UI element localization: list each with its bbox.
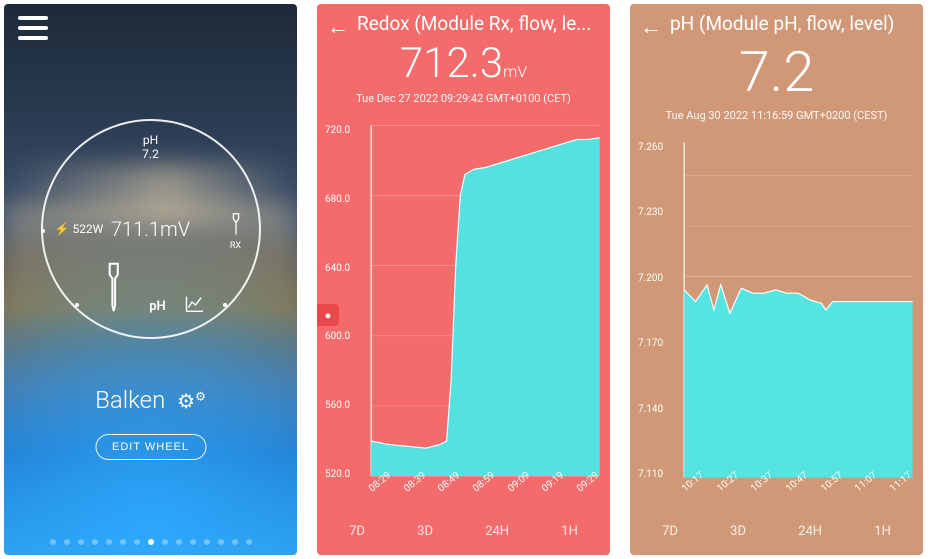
ph-chart-svg (638, 140, 915, 510)
ph-value: 7.2 (642, 39, 911, 105)
ph-y-axis: 7.2607.2307.2007.1707.1407.110 (638, 140, 678, 482)
redox-chart[interactable]: 720.0680.0640.0600.0560.0520.0 08:2908:3… (325, 123, 602, 510)
redox-value-number: 712.3 (400, 39, 503, 88)
range-tab-1h[interactable]: 1H (561, 524, 578, 539)
range-tab-24h[interactable]: 24H (485, 524, 509, 539)
ph-timestamp: Tue Aug 30 2022 11:16:59 GMT+0200 (CEST) (642, 109, 911, 122)
ph-chart[interactable]: 7.2607.2307.2007.1707.1407.110 10:1710:2… (638, 140, 915, 510)
redox-chart-svg (325, 123, 602, 510)
wheel-right[interactable]: RX (227, 212, 245, 252)
ph-range-tabs: 7D 3D 24H 1H (630, 510, 923, 555)
wheel-bottom[interactable]: pH (95, 261, 206, 315)
redox-timestamp: Tue Dec 27 2022 09:29:42 GMT+0100 (CET) (329, 92, 598, 105)
page-indicator[interactable] (50, 539, 252, 545)
redox-value-unit: mV (503, 62, 527, 81)
ph-header: ← pH (Module pH, flow, level) 7.2 Tue Au… (630, 4, 923, 132)
home-screen: pH 7.2 ⚡ 522W 711.1mV RX pH Balken (4, 4, 297, 555)
ph-x-axis: 10:1710:2710:3710:4710:5711:0711:17 (680, 486, 913, 510)
wheel-center-value: 711.1mV (111, 217, 190, 241)
edit-wheel-button[interactable]: EDIT WHEEL (95, 434, 206, 460)
range-tab-1h[interactable]: 1H (874, 524, 891, 539)
ph-probe-icon (95, 261, 131, 315)
back-button[interactable]: ← (640, 14, 662, 40)
power-plug-icon: ⚡ (55, 222, 70, 236)
redox-screen: ← Redox (Module Rx, flow, le... 712.3mV … (317, 4, 610, 555)
redox-y-axis: 720.0680.0640.0600.0560.0520.0 (325, 123, 365, 482)
menu-icon[interactable] (18, 16, 48, 40)
wheel-right-label: RX (227, 241, 245, 252)
wheel-top-value: 7.2 (142, 147, 159, 161)
ph-value-number: 7.2 (739, 39, 815, 105)
range-tab-24h[interactable]: 24H (798, 524, 822, 539)
ph-title: pH (Module pH, flow, level) (642, 12, 911, 35)
range-tab-3d[interactable]: 3D (730, 524, 746, 539)
back-button[interactable]: ← (327, 14, 349, 40)
range-tab-7d[interactable]: 7D (662, 524, 678, 539)
settings-icon[interactable]: ⚙⚙ (177, 389, 206, 413)
redox-title: Redox (Module Rx, flow, le... (329, 12, 598, 35)
range-tab-3d[interactable]: 3D (417, 524, 433, 539)
redox-header: ← Redox (Module Rx, flow, le... 712.3mV … (317, 4, 610, 115)
wheel-bottom-label: pH (149, 299, 166, 315)
wheel-left[interactable]: ⚡ 522W (55, 222, 104, 236)
redox-x-axis: 08:2908:3908:4908:5909:0909:1909:29 (367, 486, 600, 510)
ph-screen: ← pH (Module pH, flow, level) 7.2 Tue Au… (630, 4, 923, 555)
range-tab-7d[interactable]: 7D (349, 524, 365, 539)
wheel-left-value: 522W (72, 222, 103, 236)
sensor-wheel[interactable]: pH 7.2 ⚡ 522W 711.1mV RX pH (41, 119, 261, 339)
redox-value: 712.3mV (329, 39, 598, 88)
chart-icon (184, 293, 206, 315)
redox-range-tabs: 7D 3D 24H 1H (317, 510, 610, 555)
device-name-label: Balken (95, 386, 165, 414)
wheel-top[interactable]: pH 7.2 (142, 133, 159, 162)
wheel-top-label: pH (142, 133, 159, 147)
rx-probe-icon (227, 212, 245, 238)
device-name-row[interactable]: Balken ⚙⚙ (4, 386, 297, 414)
